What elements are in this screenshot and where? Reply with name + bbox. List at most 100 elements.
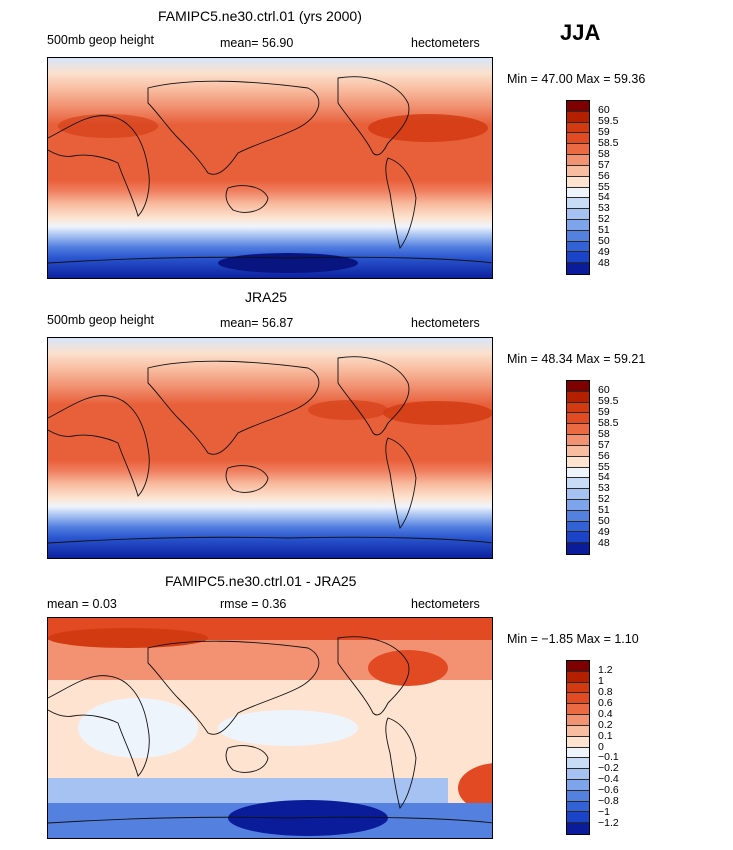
panel1-high-asia — [58, 114, 158, 138]
colorbar-cell — [567, 187, 589, 199]
colorbar-tick-label: 58 — [598, 427, 610, 440]
panel3-map-plot — [48, 618, 492, 838]
panel3-rmse-label: rmse = 0.36 — [220, 597, 287, 611]
panel3-units-label: hectometers — [411, 597, 480, 611]
colorbar-cell — [567, 779, 589, 791]
colorbar-cell — [567, 521, 589, 533]
colorbar-tick-label: 0 — [598, 740, 604, 753]
colorbar-cell — [567, 758, 589, 770]
colorbar-cell — [567, 693, 589, 705]
colorbar-cell — [567, 489, 589, 500]
colorbar-absolute-2 — [566, 380, 590, 555]
colorbar-tick-label: 52 — [598, 493, 610, 506]
panel2-field-label: 500mb geop height — [47, 313, 155, 327]
colorbar-tick-label: 51 — [598, 504, 610, 517]
panel2-map — [47, 337, 493, 559]
colorbar-tick-label: 56 — [598, 169, 610, 182]
panel1-field-label: 500mb geop height — [47, 33, 155, 47]
colorbar-tick-label: 0.2 — [598, 718, 613, 731]
colorbar-cell — [567, 725, 589, 737]
panel2-units-label: hectometers — [411, 316, 480, 330]
colorbar-tick-label: 1.2 — [598, 663, 613, 676]
colorbar-tick-label: 51 — [598, 224, 610, 237]
colorbar-cell — [567, 155, 589, 166]
colorbar-tick-label: 0.4 — [598, 707, 613, 720]
colorbar-tick-label: 57 — [598, 438, 610, 451]
panel1-units-label: hectometers — [411, 36, 480, 50]
colorbar-difference — [566, 660, 590, 835]
colorbar-cell — [567, 769, 589, 780]
colorbar-cell — [567, 252, 589, 264]
colorbar-tick-label: 54 — [598, 471, 610, 484]
colorbar-tick-label: 53 — [598, 482, 610, 495]
panel1-coastlines — [48, 76, 492, 264]
colorbar-cell — [567, 445, 589, 457]
panel2-minmax-label: Min = 48.34 Max = 59.21 — [507, 352, 646, 366]
colorbar-cell — [567, 101, 589, 112]
panel2-high-atlantic — [383, 401, 492, 425]
colorbar-tick-label: −1 — [598, 806, 610, 819]
colorbar-tick-label: 49 — [598, 526, 610, 539]
colorbar-cell — [567, 704, 589, 716]
colorbar-tick-label: −0.2 — [598, 762, 619, 775]
panel3-coastlines — [48, 636, 492, 824]
colorbar-tick-label: 57 — [598, 158, 610, 171]
colorbar-cell — [567, 402, 589, 414]
colorbar-tick-label: 50 — [598, 515, 610, 528]
panel2-title: JRA25 — [245, 289, 288, 305]
colorbar-tick-label: 59.5 — [598, 394, 619, 407]
colorbar-tick-label: 48 — [598, 537, 610, 550]
colorbar-tick-label: 60 — [598, 103, 610, 116]
panel3-title: FAMIPC5.ne30.ctrl.01 - JRA25 — [165, 573, 357, 589]
colorbar-cell — [567, 241, 589, 253]
colorbar-tick-label: 49 — [598, 246, 610, 259]
panel3-mean-label: mean = 0.03 — [47, 597, 117, 611]
panel1-mean-label: mean= 56.90 — [220, 36, 294, 50]
colorbar-tick-label: 53 — [598, 202, 610, 215]
colorbar-cell — [567, 801, 589, 813]
colorbar-tick-label: 56 — [598, 449, 610, 462]
colorbar-cell — [567, 478, 589, 490]
colorbar-tick-label: −0.8 — [598, 795, 619, 808]
colorbar-tick-label: 60 — [598, 383, 610, 396]
colorbar-tick-label: 59.5 — [598, 114, 619, 127]
colorbar-cell — [567, 165, 589, 177]
panel1-title: FAMIPC5.ne30.ctrl.01 (yrs 2000) — [158, 8, 362, 24]
panel2-mean-label: mean= 56.87 — [220, 316, 294, 330]
colorbar-tick-label: 58.5 — [598, 416, 619, 429]
colorbar-cell — [567, 176, 589, 188]
panel1-low-antarctic — [218, 253, 358, 273]
colorbar-cell — [567, 198, 589, 210]
colorbar-tick-label: −0.6 — [598, 784, 619, 797]
colorbar-tick-label: 54 — [598, 191, 610, 204]
colorbar-cell — [567, 111, 589, 123]
panel2-field-fill — [48, 338, 492, 558]
colorbar-cell — [567, 144, 589, 156]
panel3-pos-northamerica — [368, 650, 448, 686]
panel3-minmax-label: Min = −1.85 Max = 1.10 — [507, 632, 639, 646]
colorbar-cell — [567, 532, 589, 544]
colorbar-tick-label: 59 — [598, 125, 610, 138]
colorbar-tick-label: 50 — [598, 235, 610, 248]
season-label: JJA — [560, 20, 601, 45]
colorbar-tick-label: −1.2 — [598, 817, 619, 830]
colorbar-cell — [567, 391, 589, 403]
colorbar-tick-label: 58.5 — [598, 136, 619, 149]
colorbar-tick-label: 55 — [598, 180, 610, 193]
colorbar-cell — [567, 543, 589, 554]
panel3-map — [47, 617, 493, 839]
colorbar-cell — [567, 230, 589, 242]
panel1-field-fill — [48, 58, 492, 278]
panel1-map — [47, 57, 493, 279]
colorbar-tick-label: −0.4 — [598, 773, 619, 786]
colorbar-tick-label: −0.1 — [598, 751, 619, 764]
colorbar-cell — [567, 510, 589, 522]
panel1-high-atlantic — [368, 114, 488, 142]
colorbar-cell — [567, 499, 589, 511]
colorbar-cell — [567, 790, 589, 802]
colorbar-cell — [567, 435, 589, 446]
colorbar-absolute-1 — [566, 100, 590, 275]
colorbar-cell — [567, 456, 589, 468]
colorbar-tick-label: 55 — [598, 460, 610, 473]
colorbar-cell — [567, 424, 589, 436]
